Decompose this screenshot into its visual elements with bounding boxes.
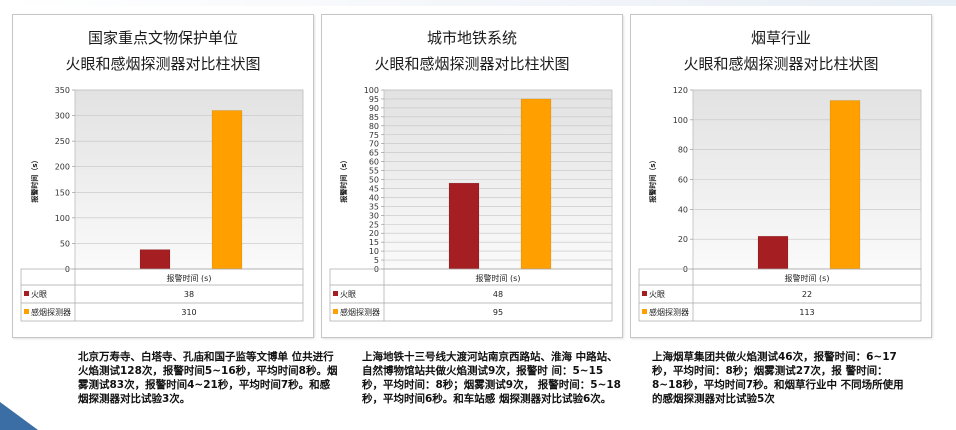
y-tick-label: 5 [374, 256, 379, 265]
y-tick-label: 25 [369, 220, 379, 229]
data-label: 113 [799, 308, 814, 317]
y-tick-label: 0 [683, 265, 688, 274]
x-axis-label: 报警时间 (s) [167, 273, 212, 283]
y-tick-label: 50 [369, 176, 379, 185]
y-tick-label: 300 [55, 112, 70, 121]
y-tick-label: 70 [369, 140, 379, 149]
y-axis-label: 报警时间（s） [648, 156, 657, 202]
y-tick-label: 90 [369, 104, 379, 113]
legend-swatch [24, 291, 29, 296]
y-tick-label: 80 [678, 146, 688, 155]
y-tick-label: 80 [369, 122, 379, 131]
y-tick-label: 55 [369, 167, 379, 176]
y-tick-label: 100 [364, 86, 379, 95]
legend-swatch [642, 309, 647, 314]
y-tick-label: 50 [60, 239, 70, 248]
bar-smoke [829, 100, 861, 270]
y-tick-label: 0 [374, 265, 379, 274]
bar-flame [757, 235, 789, 270]
y-tick-label: 40 [369, 193, 379, 202]
chart-title: 城市地铁系统 [427, 29, 517, 47]
legend-swatch [642, 291, 647, 296]
legend-swatch [24, 309, 29, 314]
legend-swatch [333, 291, 338, 296]
legend-label: 火眼 [340, 290, 356, 299]
y-tick-label: 45 [369, 184, 379, 193]
x-axis-label: 报警时间 (s) [785, 273, 830, 283]
caption-tobacco: 上海烟草集团共做火焰测试46次，报警时间：6~17秒，平均时间：8秒；烟雾测试2… [652, 351, 904, 405]
legend-label: 感烟探测器 [649, 307, 689, 317]
data-label: 310 [181, 308, 196, 317]
bar-smoke [520, 98, 552, 270]
y-tick-label: 20 [369, 229, 379, 238]
legend-swatch [333, 309, 338, 314]
y-tick-label: 20 [678, 235, 688, 244]
y-tick-label: 200 [55, 163, 70, 172]
bar-smoke [211, 110, 243, 270]
y-axis-label: 报警时间（s） [339, 156, 348, 202]
y-tick-label: 65 [369, 149, 379, 158]
y-tick-label: 10 [369, 247, 379, 256]
chart-title: 国家重点文物保护单位 [88, 29, 238, 47]
y-tick-label: 150 [55, 188, 70, 197]
y-tick-label: 85 [369, 113, 379, 122]
x-axis-label: 报警时间 (s) [476, 273, 521, 283]
y-tick-label: 0 [65, 265, 70, 274]
data-label: 22 [802, 290, 812, 299]
y-tick-label: 100 [55, 214, 70, 223]
y-tick-label: 250 [55, 137, 70, 146]
y-tick-label: 350 [55, 86, 70, 95]
legend-label: 感烟探测器 [31, 307, 71, 317]
chart-title: 烟草行业 [751, 29, 811, 47]
data-label: 38 [184, 290, 194, 299]
y-tick-label: 15 [369, 238, 379, 247]
bar-flame [139, 249, 171, 270]
chart-panel-metro: 城市地铁系统火眼和感烟探测器对比柱状图 0 5 10 15 20 25 30 35 40 45 50 5… [321, 14, 623, 338]
caption-heritage: 北京万寿寺、白塔寺、孔庙和国子监等文博单 位共进行火焰测试128次，报警时间5~… [78, 351, 338, 405]
chart-title: 火眼和感烟探测器对比柱状图 [65, 55, 260, 73]
y-tick-label: 40 [678, 205, 688, 214]
y-tick-label: 60 [369, 158, 379, 167]
chart-panel-heritage: 国家重点文物保护单位火眼和感烟探测器对比柱状图 0 50 100 150 200 250 30… [12, 14, 314, 338]
data-table [638, 268, 922, 322]
legend-label: 火眼 [649, 290, 665, 299]
y-tick-label: 35 [369, 202, 379, 211]
data-table [20, 268, 304, 322]
corner-decor [0, 402, 38, 430]
top-decor-strip [0, 0, 956, 6]
data-label: 95 [493, 308, 503, 317]
plot-area [74, 89, 304, 270]
data-table [329, 268, 613, 322]
y-tick-label: 60 [678, 176, 688, 185]
y-tick-label: 95 [369, 95, 379, 104]
bar-flame [448, 182, 480, 270]
y-tick-label: 100 [673, 116, 688, 125]
y-tick-label: 30 [369, 211, 379, 220]
legend-label: 感烟探测器 [340, 307, 380, 317]
y-tick-label: 75 [369, 131, 379, 140]
y-tick-label: 120 [673, 86, 688, 95]
chart-title: 火眼和感烟探测器对比柱状图 [374, 55, 569, 73]
legend-label: 火眼 [31, 290, 47, 299]
chart-title: 火眼和感烟探测器对比柱状图 [683, 55, 878, 73]
data-label: 48 [493, 290, 503, 299]
chart-panel-tobacco: 烟草行业火眼和感烟探测器对比柱状图 0 20 40 60 80 100 120 报警时间（s） 报… [630, 14, 932, 338]
caption-metro: 上海地铁十三号线大渡河站南京西路站、淮海 中路站、自然博物馆站共做火焰测试9次，… [362, 351, 621, 405]
y-axis-label: 报警时间（s） [30, 156, 39, 202]
